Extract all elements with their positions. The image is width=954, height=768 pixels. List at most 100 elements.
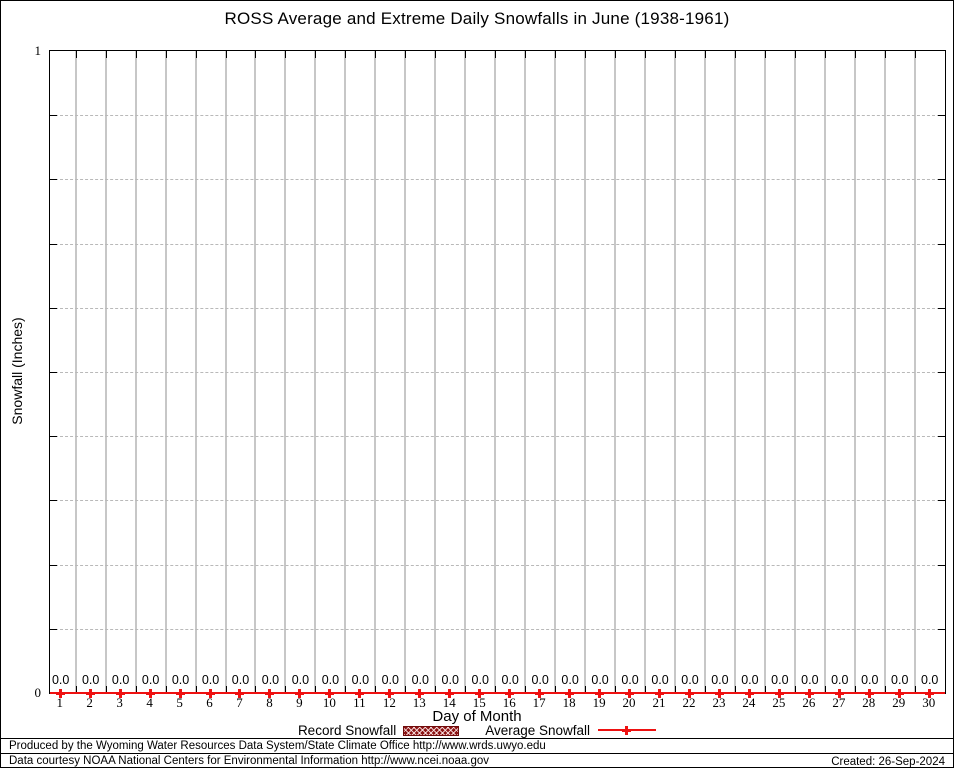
day-number: 3 (116, 695, 123, 710)
day-number: 26 (802, 695, 816, 710)
value-label: 0.0 (471, 673, 489, 687)
average-snowfall-point (804, 689, 814, 698)
x-tick-top (135, 51, 137, 58)
value-label: 0.0 (561, 673, 579, 687)
x-tick-top (345, 51, 347, 58)
value-label: 0.0 (921, 673, 939, 687)
average-snowfall-point (175, 689, 185, 698)
y-tick-left (50, 564, 57, 566)
day-number: 6 (206, 695, 213, 710)
y-tick-right (938, 436, 945, 438)
x-tick-bottom (285, 686, 287, 693)
x-tick-top (704, 51, 706, 58)
average-snowfall-point (235, 689, 245, 698)
value-label: 0.0 (201, 673, 220, 687)
y-axis-tick-label-max: 1 (34, 43, 42, 58)
value-label: 0.0 (771, 673, 789, 687)
horizontal-gridline (50, 179, 945, 181)
x-tick-bottom (495, 686, 497, 693)
average-snowfall-point (565, 689, 575, 698)
value-label: 0.0 (591, 673, 609, 687)
x-tick-top (165, 51, 167, 58)
day-number: 25 (772, 695, 786, 710)
horizontal-gridline (50, 436, 945, 438)
horizontal-gridline (50, 243, 945, 245)
x-tick-bottom (75, 686, 77, 693)
x-tick-bottom (585, 686, 587, 693)
day-number: 17 (532, 695, 546, 710)
x-tick-bottom (255, 686, 257, 693)
average-snowfall-line (50, 692, 945, 694)
x-tick-bottom (375, 686, 377, 693)
chart-title: ROSS Average and Extreme Daily Snowfalls… (224, 9, 730, 28)
x-tick-bottom (734, 686, 736, 693)
x-tick-top (884, 51, 886, 58)
x-tick-top (764, 51, 766, 58)
x-tick-bottom (615, 686, 617, 693)
horizontal-gridline (50, 500, 945, 502)
average-snowfall-point (55, 689, 65, 698)
x-tick-top (495, 51, 497, 58)
y-axis-title: Snowfall (Inches) (9, 317, 25, 425)
value-label: 0.0 (291, 673, 310, 687)
average-snowfall-point (355, 689, 365, 698)
day-number: 10 (322, 695, 336, 710)
x-tick-top (824, 51, 826, 58)
y-tick-right (938, 243, 945, 245)
y-tick-left (50, 179, 57, 181)
value-label: 0.0 (891, 673, 909, 687)
value-label: 0.0 (261, 673, 280, 687)
x-tick-top (195, 51, 197, 58)
day-number: 18 (562, 695, 576, 710)
day-number: 27 (832, 695, 846, 710)
average-snowfall-point (864, 689, 874, 698)
day-number: 28 (862, 695, 876, 710)
y-tick-right (938, 179, 945, 181)
day-number: 13 (412, 695, 426, 710)
footer-data-courtesy: Data courtesy NOAA National Centers for … (9, 755, 490, 767)
value-label: 0.0 (321, 673, 340, 687)
value-label: 0.0 (831, 673, 849, 687)
average-snowfall-point (295, 689, 305, 698)
value-label: 0.0 (351, 673, 370, 687)
x-tick-bottom (764, 686, 766, 693)
x-tick-bottom (225, 686, 227, 693)
value-label: 0.0 (111, 673, 130, 687)
x-tick-top (435, 51, 437, 58)
day-number: 8 (266, 695, 273, 710)
value-label: 0.0 (51, 673, 70, 687)
x-tick-bottom (555, 686, 557, 693)
x-tick-bottom (135, 686, 137, 693)
horizontal-gridline (50, 307, 945, 309)
x-tick-bottom (704, 686, 706, 693)
value-label: 0.0 (231, 673, 250, 687)
x-tick-top (75, 51, 77, 58)
day-number: 14 (442, 695, 456, 710)
footer-row-2: Data courtesy NOAA National Centers for … (1, 753, 953, 767)
average-snowfall-point (625, 689, 635, 698)
value-label: 0.0 (741, 673, 759, 687)
x-tick-bottom (165, 686, 167, 693)
value-label: 0.0 (621, 673, 639, 687)
x-tick-bottom (675, 686, 676, 693)
x-tick-bottom (435, 686, 437, 693)
horizontal-gridline (50, 564, 945, 566)
average-snowfall-point (684, 689, 694, 698)
day-number: 30 (922, 695, 936, 710)
value-label: 0.0 (441, 673, 459, 687)
y-tick-left (50, 115, 57, 117)
y-tick-right (938, 372, 945, 373)
day-number: 16 (502, 695, 516, 710)
x-tick-bottom (405, 686, 407, 693)
x-tick-top (225, 51, 227, 58)
x-tick-bottom (315, 686, 317, 693)
x-tick-bottom (794, 686, 796, 693)
average-snowfall-line-icon (598, 726, 657, 735)
day-number: 20 (622, 695, 636, 710)
x-tick-top (854, 51, 856, 58)
day-number: 11 (353, 695, 366, 710)
x-tick-top (585, 51, 587, 58)
average-snowfall-point (714, 689, 724, 698)
average-snowfall-point (265, 689, 275, 698)
day-number: 7 (236, 695, 243, 710)
